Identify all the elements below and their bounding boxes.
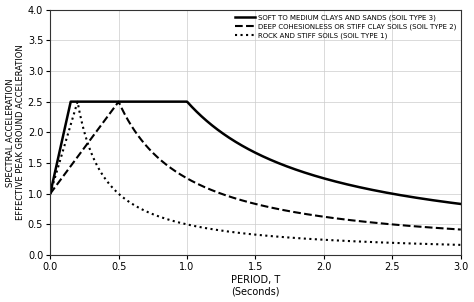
DEEP COHESIONLESS OR STIFF CLAY SOILS (SOIL TYPE 2) [116,100,121,104]
SOFT TO MEDIUM CLAYS AND SANDS (SOIL TYPE 3) [68,100,74,104]
SOFT TO MEDIUM CLAYS AND SANDS (SOIL TYPE 3) [446,201,452,204]
DEEP COHESIONLESS OR STIFF CLAY SOILS (SOIL TYPE 2) [247,201,253,204]
ROCK AND STIFF SOILS (SOIL TYPE 1) [371,240,376,244]
SOFT TO MEDIUM CLAYS AND SANDS (SOIL TYPE 3) [237,142,242,146]
ROCK AND STIFF SOILS (SOIL TYPE 1) [247,232,253,236]
SOFT TO MEDIUM CLAYS AND SANDS (SOIL TYPE 3) [371,188,376,192]
ROCK AND STIFF SOILS (SOIL TYPE 1) [68,121,74,125]
SOFT TO MEDIUM CLAYS AND SANDS (SOIL TYPE 3) [458,202,464,206]
DEEP COHESIONLESS OR STIFF CLAY SOILS (SOIL TYPE 2) [371,221,376,224]
DEEP COHESIONLESS OR STIFF CLAY SOILS (SOIL TYPE 2) [446,227,452,231]
SOFT TO MEDIUM CLAYS AND SANDS (SOIL TYPE 3) [247,148,253,152]
DEEP COHESIONLESS OR STIFF CLAY SOILS (SOIL TYPE 2) [237,198,242,201]
ROCK AND STIFF SOILS (SOIL TYPE 1) [237,231,242,235]
SOFT TO MEDIUM CLAYS AND SANDS (SOIL TYPE 3) [47,192,53,195]
X-axis label: PERIOD, T
(Seconds): PERIOD, T (Seconds) [231,275,280,297]
Y-axis label: SPECTRAL ACCELERATION
EFFECTIVE PEAK GROUND ACCELERATION: SPECTRAL ACCELERATION EFFECTIVE PEAK GRO… [6,44,25,220]
ROCK AND STIFF SOILS (SOIL TYPE 1) [446,243,452,246]
Legend: SOFT TO MEDIUM CLAYS AND SANDS (SOIL TYPE 3), DEEP COHESIONLESS OR STIFF CLAY SO: SOFT TO MEDIUM CLAYS AND SANDS (SOIL TYP… [234,13,457,40]
SOFT TO MEDIUM CLAYS AND SANDS (SOIL TYPE 3) [68,100,73,104]
SOFT TO MEDIUM CLAYS AND SANDS (SOIL TYPE 3) [446,201,452,204]
DEEP COHESIONLESS OR STIFF CLAY SOILS (SOIL TYPE 2) [47,192,53,195]
DEEP COHESIONLESS OR STIFF CLAY SOILS (SOIL TYPE 2) [68,164,74,167]
ROCK AND STIFF SOILS (SOIL TYPE 1) [446,243,452,246]
DEEP COHESIONLESS OR STIFF CLAY SOILS (SOIL TYPE 2) [458,228,464,231]
ROCK AND STIFF SOILS (SOIL TYPE 1) [75,100,81,104]
ROCK AND STIFF SOILS (SOIL TYPE 1) [458,243,464,247]
Line: ROCK AND STIFF SOILS (SOIL TYPE 1): ROCK AND STIFF SOILS (SOIL TYPE 1) [50,102,461,245]
ROCK AND STIFF SOILS (SOIL TYPE 1) [47,192,53,195]
DEEP COHESIONLESS OR STIFF CLAY SOILS (SOIL TYPE 2) [446,227,452,231]
Line: SOFT TO MEDIUM CLAYS AND SANDS (SOIL TYPE 3): SOFT TO MEDIUM CLAYS AND SANDS (SOIL TYP… [50,102,461,204]
Line: DEEP COHESIONLESS OR STIFF CLAY SOILS (SOIL TYPE 2): DEEP COHESIONLESS OR STIFF CLAY SOILS (S… [50,102,461,230]
